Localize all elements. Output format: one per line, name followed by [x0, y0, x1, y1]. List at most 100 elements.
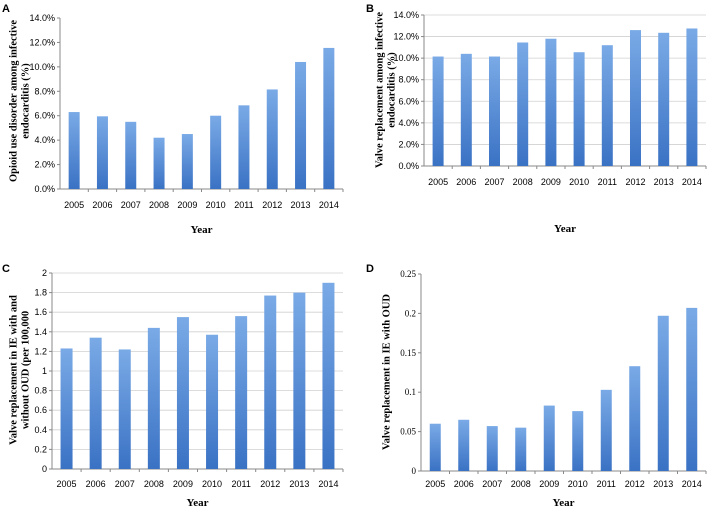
bar-2008: [147, 327, 160, 469]
bar-2005: [60, 348, 73, 469]
x-tick-label: 2014: [682, 177, 702, 187]
chart-panel-a: A 0.0% 2.0% 4.0% 6.0% 8.0% 10.0% 12.0% 14.0% 2005…: [2, 3, 344, 236]
panel-letter: C: [2, 263, 10, 275]
y-axis-label: Valve replacement in IE with and: [8, 295, 19, 445]
x-tick-label: 2006: [92, 200, 112, 210]
x-tick-label: 2008: [511, 479, 531, 489]
bar-2012: [630, 30, 641, 166]
x-tick-label: 2010: [202, 479, 222, 489]
y-tick-label: 12.0%: [393, 32, 419, 42]
bar-2014: [323, 47, 335, 189]
x-tick-label: 2005: [57, 479, 77, 489]
y-tick-label: 0.25: [400, 269, 416, 279]
x-tick-label: 2012: [625, 479, 645, 489]
bar-2009: [181, 134, 193, 189]
panel-letter: B: [366, 3, 374, 15]
y-axis-label: Opioid use disorder among infective: [8, 20, 19, 182]
x-tick-label: 2005: [425, 479, 445, 489]
bar-2009: [543, 405, 555, 471]
y-axis-label: Valve replacement among infective: [374, 12, 385, 168]
y-tick-label: 4.0%: [34, 135, 55, 145]
x-tick-label: 2011: [234, 200, 253, 210]
y-tick-label: 0: [42, 464, 47, 474]
x-tick-label: 2014: [682, 479, 702, 489]
bar-2009: [545, 38, 557, 166]
x-tick-label: 2010: [569, 177, 589, 187]
bar-2010: [210, 115, 222, 189]
bar-2013: [293, 292, 306, 469]
bar-2011: [235, 316, 248, 469]
y-tick-label: 14.0%: [393, 10, 419, 20]
x-tick-label: 2013: [289, 479, 309, 489]
x-tick-label: 2007: [484, 177, 504, 187]
y-tick-label: 0.15: [400, 348, 416, 358]
bar-2014: [322, 282, 335, 469]
y-tick-label: 0.0%: [34, 184, 55, 194]
y-tick-label: 0.0%: [398, 161, 419, 171]
bar-2013: [295, 61, 307, 189]
x-tick-label: 2008: [513, 177, 533, 187]
y-tick-label: 0.8: [34, 386, 47, 396]
y-axis-label: endocarditis (%): [386, 52, 397, 128]
y-tick-label: 0.6: [34, 405, 47, 415]
y-axis-label: endocarditis (%): [20, 63, 31, 139]
x-axis-label: Year: [187, 497, 209, 507]
x-tick-label: 2007: [121, 200, 141, 210]
x-tick-label: 2011: [597, 479, 616, 489]
bar-2011: [601, 45, 613, 167]
y-tick-label: 2.0%: [34, 160, 55, 170]
bar-2012: [264, 295, 277, 469]
x-tick-label: 2013: [654, 177, 674, 187]
y-tick-label: 8.0%: [398, 75, 419, 85]
bar-2008: [517, 42, 529, 166]
y-tick-label: 6.0%: [398, 96, 419, 106]
y-tick-label: 1: [42, 366, 47, 376]
x-tick-label: 2011: [598, 177, 617, 187]
y-tick-label: 4.0%: [398, 118, 419, 128]
x-tick-label: 2011: [231, 479, 250, 489]
y-axis-label: Valve replacement in IE with OUD: [381, 294, 392, 450]
x-tick-label: 2014: [319, 200, 339, 210]
bar-2007: [486, 426, 498, 471]
panel-letter: D: [366, 263, 374, 275]
x-tick-label: 2007: [115, 479, 135, 489]
x-axis-label: Year: [554, 223, 576, 235]
bar-2007: [489, 56, 500, 166]
x-tick-label: 2008: [149, 200, 169, 210]
bar-2007: [118, 349, 131, 469]
x-tick-label: 2009: [177, 200, 197, 210]
bar-2006: [458, 419, 470, 471]
x-tick-label: 2006: [86, 479, 106, 489]
y-tick-label: 0.2: [34, 444, 47, 454]
bar-2008: [515, 427, 527, 471]
bar-2013: [658, 32, 670, 166]
x-tick-label: 2012: [262, 200, 282, 210]
y-tick-label: 1.2: [34, 346, 47, 356]
x-tick-label: 2009: [541, 177, 561, 187]
bar-2014: [686, 307, 698, 471]
x-tick-label: 2008: [144, 479, 164, 489]
bar-2008: [153, 137, 165, 189]
y-tick-label: 1.8: [34, 288, 47, 298]
bar-2006: [89, 337, 102, 469]
bar-2012: [629, 366, 641, 471]
y-tick-label: 12.0%: [29, 37, 55, 47]
y-axis-label: without OUD (per 100,000: [20, 311, 31, 429]
y-tick-label: 0.2: [405, 308, 416, 318]
y-tick-label: 6.0%: [34, 111, 55, 121]
chart-panel-b: B 0.0% 2.0% 4.0% 6.0% 8.0% 10.0% 12.0% 14.0% 2005…: [366, 3, 707, 235]
chart-panel-c: C 0 0.2 0.4 0.6 0.8 1 1.2 1.4 1.6 1.8 2 2005 2006 2007…: [2, 263, 344, 507]
panel-letter: A: [2, 3, 10, 15]
x-tick-label: 2007: [482, 479, 502, 489]
bar-2010: [572, 411, 584, 471]
bar-2013: [657, 315, 669, 471]
y-tick-label: 1.6: [34, 307, 47, 317]
y-tick-label: 14.0%: [29, 13, 55, 23]
bar-2011: [238, 105, 250, 189]
x-tick-label: 2012: [260, 479, 280, 489]
x-tick-label: 2009: [173, 479, 193, 489]
bar-2011: [600, 389, 612, 471]
x-tick-label: 2013: [653, 479, 673, 489]
bar-2010: [573, 52, 585, 167]
